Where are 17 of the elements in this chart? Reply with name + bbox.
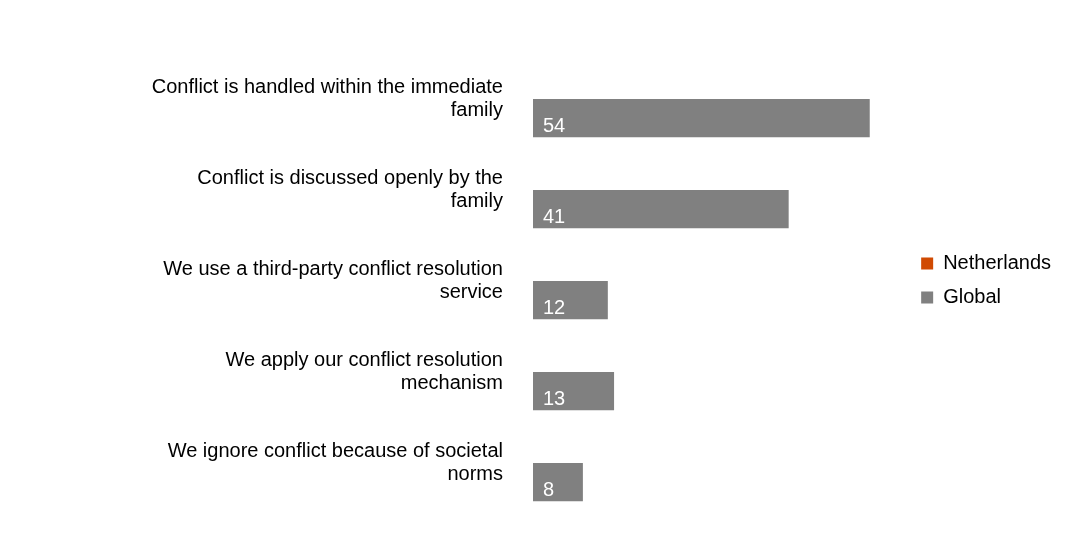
bar	[533, 98, 870, 138]
bar	[533, 371, 615, 411]
y-tick-label: We ignore conflict because of societal norms	[167, 438, 503, 484]
legend-label: Global	[943, 285, 1001, 308]
data-label: 41	[543, 204, 566, 227]
data-label: 54	[543, 113, 566, 136]
y-tick-label: Conflict is discussed openly by the family	[197, 165, 503, 211]
data-label: 12	[543, 295, 566, 318]
data-label: 8	[543, 477, 555, 500]
y-tick-label: We apply our conflict resolution mechanism	[225, 347, 503, 393]
bar	[533, 189, 789, 229]
legend-label: Netherlands	[943, 251, 1051, 274]
y-tick-label: We use a third-party conflict resolution service	[163, 256, 503, 302]
bar	[533, 280, 608, 320]
bar	[533, 462, 583, 502]
data-label: 13	[543, 386, 566, 409]
y-tick-label: Conflict is handled within the immediate family	[151, 74, 503, 120]
